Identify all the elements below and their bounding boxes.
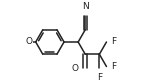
Text: N: N	[82, 2, 89, 10]
Text: F: F	[97, 74, 102, 82]
Text: F: F	[97, 74, 102, 82]
Text: F: F	[112, 62, 117, 71]
Text: O: O	[72, 64, 79, 73]
Text: O: O	[25, 37, 32, 47]
Text: O: O	[25, 37, 32, 47]
Text: N: N	[82, 2, 89, 10]
Text: F: F	[112, 37, 117, 47]
Text: F: F	[112, 62, 117, 71]
Text: F: F	[112, 37, 117, 47]
Text: O: O	[72, 64, 79, 73]
